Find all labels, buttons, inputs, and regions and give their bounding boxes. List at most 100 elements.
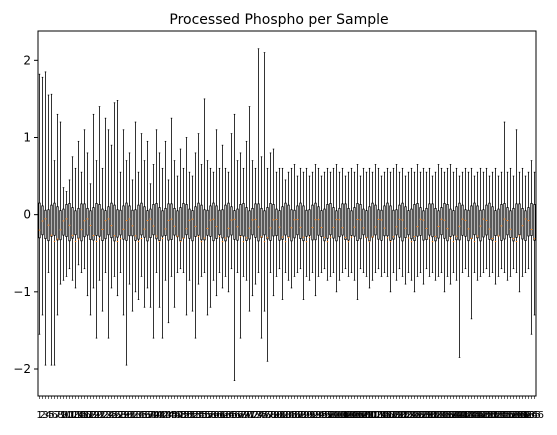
sample-box: [189, 172, 191, 280]
sample-box: [144, 161, 146, 308]
sample-box: [384, 172, 386, 272]
sample-box: [198, 134, 200, 284]
sample-box: [90, 184, 92, 315]
iqr-box: [237, 209, 239, 240]
iqr-box: [195, 207, 197, 237]
sample-box: [393, 168, 395, 272]
iqr-box: [159, 208, 161, 241]
sample-box: [42, 77, 44, 315]
iqr-box: [105, 211, 107, 239]
sample-box: [495, 168, 497, 284]
y-tick-label: 1: [23, 130, 31, 144]
sample-box: [390, 172, 392, 292]
iqr-box: [495, 211, 497, 236]
sample-box: [528, 172, 530, 268]
iqr-box: [366, 211, 368, 238]
sample-box: [207, 161, 209, 315]
sample-box: [396, 164, 398, 280]
iqr-box: [132, 210, 134, 236]
iqr-box: [324, 209, 326, 241]
sample-box: [261, 157, 263, 338]
sample-box: [336, 164, 338, 291]
sample-box: [57, 114, 59, 315]
sample-box: [153, 164, 155, 338]
sample-box: [321, 176, 323, 272]
sample-box: [297, 176, 299, 272]
sample-box: [108, 130, 110, 338]
sample-box: [402, 168, 404, 276]
iqr-box: [462, 205, 464, 235]
iqr-box: [345, 204, 347, 240]
sample-box: [492, 172, 494, 272]
iqr-box: [513, 208, 515, 241]
sample-box: [282, 168, 284, 299]
sample-box: [354, 172, 356, 280]
x-tick-label: 166: [525, 410, 544, 421]
iqr-box: [405, 207, 407, 238]
sample-box: [105, 118, 107, 272]
iqr-box: [108, 207, 110, 235]
iqr-box: [468, 210, 470, 240]
sample-box: [366, 172, 368, 276]
sample-box: [246, 141, 248, 280]
iqr-box: [408, 211, 410, 235]
sample-box: [141, 134, 143, 277]
iqr-box: [516, 204, 518, 238]
iqr-box: [234, 211, 236, 240]
sample-box: [288, 172, 290, 280]
sample-box: [48, 95, 50, 272]
iqr-box: [354, 208, 356, 237]
iqr-box: [267, 208, 269, 239]
iqr-box: [336, 211, 338, 241]
iqr-box: [72, 208, 74, 239]
sample-box: [276, 172, 278, 276]
iqr-box: [534, 204, 536, 240]
iqr-box: [426, 208, 428, 239]
sample-box: [168, 180, 170, 323]
sample-box: [114, 103, 116, 277]
iqr-box: [219, 210, 221, 234]
sample-box: [204, 99, 206, 273]
y-tick-label: −1: [13, 285, 31, 299]
iqr-box: [285, 203, 287, 235]
sample-box: [318, 168, 320, 276]
iqr-box: [270, 203, 272, 240]
iqr-box: [300, 203, 302, 238]
sample-box: [348, 172, 350, 276]
sample-box: [300, 168, 302, 268]
sample-box: [324, 172, 326, 268]
sample-box: [273, 149, 275, 296]
sample-box: [180, 149, 182, 269]
sample-box: [399, 172, 401, 268]
iqr-box: [144, 207, 146, 237]
sample-box: [303, 172, 305, 299]
iqr-box: [126, 203, 128, 240]
sample-box: [369, 168, 371, 288]
iqr-box: [432, 204, 434, 237]
sample-box: [243, 168, 245, 276]
sample-box: [438, 164, 440, 276]
iqr-box: [489, 203, 491, 239]
iqr-box: [291, 210, 293, 241]
iqr-box: [492, 207, 494, 240]
iqr-box: [411, 209, 413, 239]
iqr-box: [363, 209, 365, 235]
sample-box: [534, 172, 536, 315]
sample-box: [360, 176, 362, 269]
iqr-box: [258, 204, 260, 241]
iqr-box: [444, 203, 446, 238]
sample-box: [312, 172, 314, 272]
iqr-box: [339, 208, 341, 236]
iqr-box: [333, 208, 335, 239]
iqr-box: [318, 207, 320, 235]
sample-box: [237, 161, 239, 273]
iqr-box: [522, 208, 524, 239]
sample-box: [117, 100, 119, 295]
sample-box: [156, 130, 158, 273]
sample-box: [372, 172, 374, 280]
iqr-box: [189, 209, 191, 238]
sample-box: [516, 130, 518, 273]
sample-box: [213, 172, 215, 280]
iqr-box: [84, 204, 86, 237]
sample-box: [120, 172, 122, 272]
